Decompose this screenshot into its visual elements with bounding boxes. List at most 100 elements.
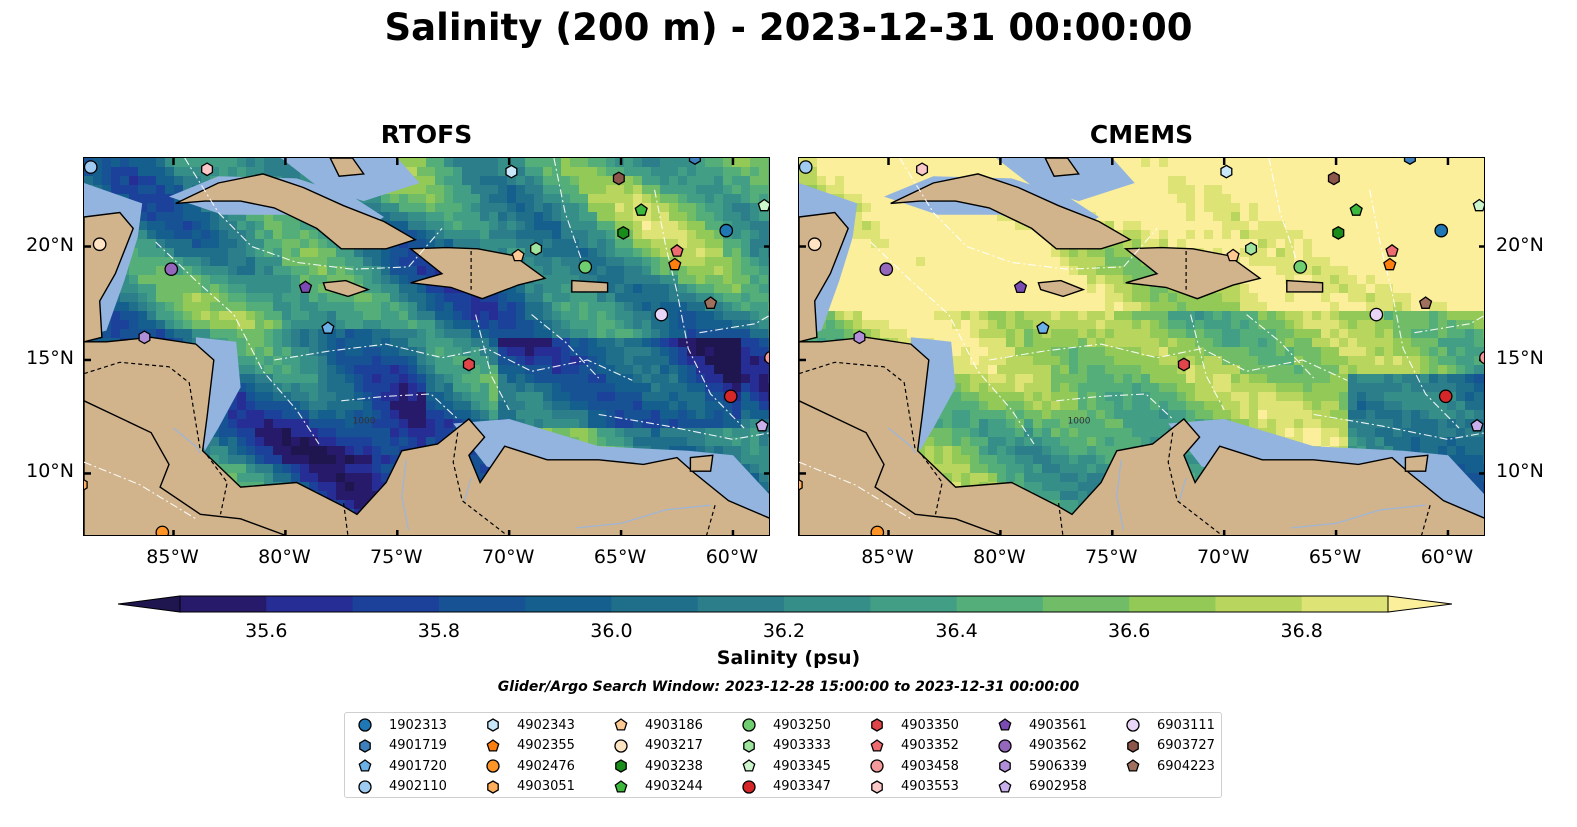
legend-label: 4903051	[517, 779, 575, 794]
colorbar-segment	[1129, 596, 1216, 612]
float-marker-4903458[interactable]	[764, 351, 770, 365]
float-marker-4903345[interactable]	[757, 198, 770, 212]
legend-item: 6902958	[995, 777, 1087, 797]
float-marker-4903458[interactable]	[1479, 351, 1485, 365]
lat-tick-label-right: 15°N	[1496, 346, 1544, 369]
colorbar-under-arrow	[117, 595, 181, 613]
colorbar-tick-label: 36.2	[762, 620, 806, 642]
lat-tick-label-left: 20°N	[26, 233, 74, 256]
panel-title-rtofs: RTOFS	[380, 120, 473, 149]
float-marker-4903333[interactable]	[1245, 241, 1258, 256]
float-marker-4903553[interactable]	[916, 162, 929, 177]
float-marker-5906339[interactable]	[138, 330, 151, 345]
float-marker-4902343[interactable]	[1220, 164, 1233, 179]
float-marker-4902476[interactable]	[870, 525, 885, 536]
float-marker-4903217[interactable]	[92, 237, 107, 252]
float-marker-6904223[interactable]	[1418, 296, 1433, 309]
circle-marker-icon	[486, 759, 500, 773]
float-marker-4903347[interactable]	[723, 389, 738, 404]
float-marker-4903553[interactable]	[201, 162, 214, 177]
float-marker-4903562[interactable]	[164, 262, 179, 277]
pentagon-marker-icon	[998, 718, 1012, 731]
float-marker-6903727[interactable]	[1327, 171, 1340, 186]
float-marker-4902343[interactable]	[505, 164, 518, 179]
legend-item: 4903350	[867, 715, 959, 735]
float-marker-6903727[interactable]	[612, 171, 625, 186]
colorbar-segment	[1042, 596, 1130, 612]
float-marker-4903562[interactable]	[879, 262, 894, 277]
pentagon-marker-icon	[870, 738, 884, 752]
legend-label: 4903250	[773, 717, 831, 733]
float-marker-4903333[interactable]	[530, 241, 543, 256]
hexagon-marker-icon	[999, 759, 1011, 773]
circle-marker-icon	[742, 779, 756, 794]
legend-item: 4903458	[867, 756, 959, 776]
float-marker-4901719[interactable]	[688, 158, 701, 165]
lon-tick-label: 80°W	[973, 546, 1026, 568]
circle-marker-icon	[1126, 718, 1140, 732]
float-marker-4903238[interactable]	[1332, 225, 1345, 240]
legend-label: 6902958	[1029, 779, 1087, 794]
float-marker-4903561[interactable]	[298, 280, 313, 294]
float-marker-4903051[interactable]	[84, 479, 88, 491]
legend-label: 4903186	[645, 717, 703, 733]
float-legend: 1902313 4901719 4901720 4902110 4902343 49023…	[344, 712, 1222, 798]
legend-label: 4903217	[645, 738, 703, 753]
lat-tick-label-right: 20°N	[1496, 233, 1544, 256]
float-marker-4901720[interactable]	[1036, 321, 1050, 334]
legend-item: 5906339	[995, 756, 1087, 776]
float-marker-4903352[interactable]	[670, 243, 684, 257]
legend-item: 4902110	[355, 777, 447, 797]
float-marker-6902958[interactable]	[755, 418, 769, 432]
float-marker-4903350[interactable]	[1177, 357, 1190, 372]
float-marker-4902355[interactable]	[668, 257, 682, 271]
float-marker-4903244[interactable]	[634, 203, 648, 216]
float-marker-4903186[interactable]	[511, 248, 525, 262]
float-marker-4903244[interactable]	[1349, 203, 1363, 216]
float-marker-1902313[interactable]	[1434, 223, 1449, 238]
float-marker-4903186[interactable]	[1226, 248, 1240, 262]
legend-item: 4903186	[611, 715, 703, 735]
legend-label: 4903352	[901, 738, 959, 753]
float-marker-5906339[interactable]	[853, 330, 866, 345]
float-marker-6902958[interactable]	[1470, 418, 1484, 432]
float-marker-4902355[interactable]	[1383, 257, 1397, 271]
float-marker-4902110[interactable]	[84, 160, 98, 174]
colorbar-tick-label: 35.8	[417, 620, 460, 642]
hexagon-marker-icon	[615, 759, 627, 773]
float-marker-4903345[interactable]	[1472, 198, 1485, 212]
lon-tick-label: 65°W	[1308, 546, 1362, 568]
float-marker-1902313[interactable]	[719, 223, 734, 238]
cmems-frame-ticks	[799, 158, 1484, 535]
colorbar-segment	[352, 596, 440, 612]
float-marker-4903250[interactable]	[1293, 260, 1308, 274]
float-marker-4901719[interactable]	[1403, 158, 1416, 165]
cmems-map-panel[interactable]: 1000	[798, 157, 1485, 536]
float-marker-6903111[interactable]	[1369, 307, 1384, 322]
float-marker-4903238[interactable]	[617, 225, 630, 240]
rtofs-map-panel[interactable]: 1000	[83, 157, 770, 536]
float-marker-4903217[interactable]	[807, 237, 822, 252]
float-marker-4903561[interactable]	[1013, 280, 1028, 294]
rtofs-salinity-map: 1000	[84, 158, 770, 536]
colorbar-segment	[266, 596, 354, 612]
float-marker-4903051[interactable]	[799, 479, 803, 491]
float-marker-6903111[interactable]	[654, 307, 669, 322]
legend-item: 4903352	[867, 736, 959, 756]
float-marker-4902476[interactable]	[155, 525, 170, 536]
float-marker-4903350[interactable]	[462, 357, 475, 372]
float-marker-4902110[interactable]	[799, 160, 813, 174]
colorbar-segment	[956, 596, 1044, 612]
float-marker-6904223[interactable]	[703, 296, 718, 309]
float-marker-4903347[interactable]	[1438, 389, 1453, 404]
legend-item: 4902476	[483, 756, 575, 776]
cmems-eez-lines	[799, 158, 1484, 520]
float-marker-4901720[interactable]	[321, 321, 335, 334]
colorbar	[117, 595, 1453, 617]
lon-tick-label: 75°W	[1085, 546, 1138, 568]
lon-tick-label: 85°W	[861, 546, 914, 568]
float-marker-4903250[interactable]	[578, 260, 593, 274]
colorbar-segment	[180, 596, 267, 612]
colorbar-tick-label: 35.6	[245, 620, 288, 642]
float-marker-4903352[interactable]	[1385, 243, 1399, 257]
